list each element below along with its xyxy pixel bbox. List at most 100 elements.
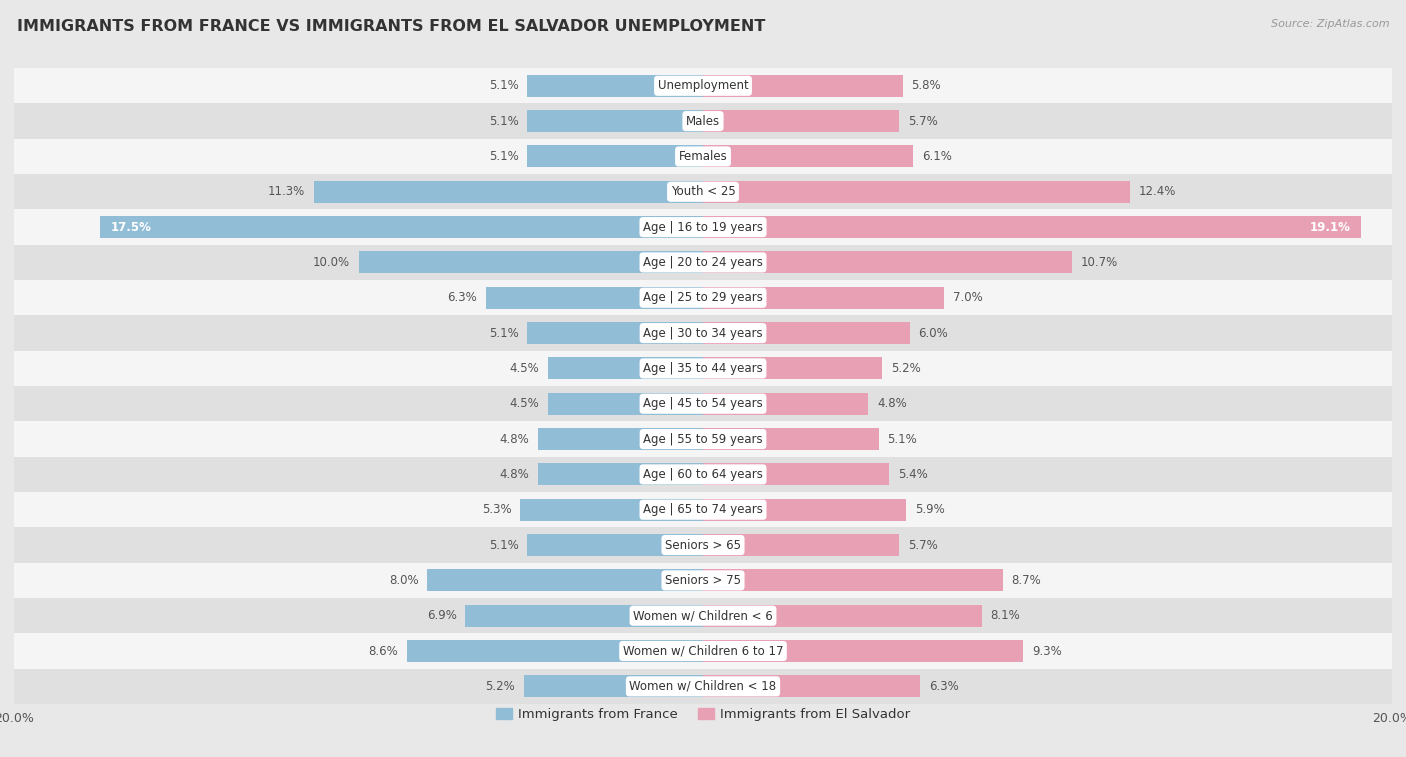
Bar: [427, 569, 703, 591]
Text: Source: ZipAtlas.com: Source: ZipAtlas.com: [1271, 19, 1389, 29]
Text: 6.3%: 6.3%: [447, 291, 478, 304]
Bar: [527, 145, 703, 167]
Bar: [14, 174, 1392, 210]
Text: 5.7%: 5.7%: [908, 538, 938, 552]
Bar: [703, 428, 879, 450]
Text: Age | 16 to 19 years: Age | 16 to 19 years: [643, 220, 763, 234]
Text: 6.1%: 6.1%: [922, 150, 952, 163]
Bar: [14, 634, 1392, 668]
Bar: [703, 463, 889, 485]
Text: 5.3%: 5.3%: [482, 503, 512, 516]
Text: 7.0%: 7.0%: [953, 291, 983, 304]
Text: 4.8%: 4.8%: [877, 397, 907, 410]
Text: 10.0%: 10.0%: [312, 256, 350, 269]
Text: 4.5%: 4.5%: [509, 397, 540, 410]
Text: Age | 35 to 44 years: Age | 35 to 44 years: [643, 362, 763, 375]
Text: Age | 65 to 74 years: Age | 65 to 74 years: [643, 503, 763, 516]
Text: Youth < 25: Youth < 25: [671, 185, 735, 198]
Text: 5.4%: 5.4%: [897, 468, 928, 481]
Bar: [14, 386, 1392, 422]
Bar: [14, 350, 1392, 386]
Text: 4.8%: 4.8%: [499, 468, 529, 481]
Bar: [520, 499, 703, 521]
Bar: [703, 287, 945, 309]
Text: 5.1%: 5.1%: [887, 432, 917, 446]
Bar: [703, 251, 1071, 273]
Bar: [14, 562, 1392, 598]
Text: 17.5%: 17.5%: [111, 220, 152, 234]
Bar: [703, 605, 981, 627]
Text: 10.7%: 10.7%: [1080, 256, 1118, 269]
Bar: [537, 428, 703, 450]
Bar: [465, 605, 703, 627]
Text: 6.3%: 6.3%: [928, 680, 959, 693]
Bar: [703, 534, 900, 556]
Text: Age | 30 to 34 years: Age | 30 to 34 years: [643, 326, 763, 340]
Bar: [527, 534, 703, 556]
Bar: [527, 75, 703, 97]
Text: Age | 55 to 59 years: Age | 55 to 59 years: [643, 432, 763, 446]
Bar: [703, 569, 1002, 591]
Bar: [14, 422, 1392, 456]
Text: Seniors > 65: Seniors > 65: [665, 538, 741, 552]
Bar: [703, 357, 882, 379]
Text: Women w/ Children < 18: Women w/ Children < 18: [630, 680, 776, 693]
Text: 6.0%: 6.0%: [918, 326, 948, 340]
Bar: [524, 675, 703, 697]
Bar: [703, 217, 1361, 238]
Text: Seniors > 75: Seniors > 75: [665, 574, 741, 587]
Bar: [14, 245, 1392, 280]
Bar: [359, 251, 703, 273]
Text: 5.1%: 5.1%: [489, 79, 519, 92]
Text: 4.8%: 4.8%: [499, 432, 529, 446]
Bar: [14, 456, 1392, 492]
Bar: [14, 492, 1392, 528]
Bar: [703, 111, 900, 132]
Bar: [703, 145, 912, 167]
Text: 5.1%: 5.1%: [489, 326, 519, 340]
Text: Age | 60 to 64 years: Age | 60 to 64 years: [643, 468, 763, 481]
Text: 12.4%: 12.4%: [1139, 185, 1177, 198]
Bar: [548, 393, 703, 415]
Bar: [14, 68, 1392, 104]
Text: 5.1%: 5.1%: [489, 150, 519, 163]
Text: 8.1%: 8.1%: [991, 609, 1021, 622]
Text: 6.9%: 6.9%: [427, 609, 457, 622]
Bar: [14, 280, 1392, 316]
Bar: [527, 322, 703, 344]
Text: Age | 20 to 24 years: Age | 20 to 24 years: [643, 256, 763, 269]
Bar: [14, 316, 1392, 350]
Legend: Immigrants from France, Immigrants from El Salvador: Immigrants from France, Immigrants from …: [491, 702, 915, 726]
Bar: [100, 217, 703, 238]
Text: Unemployment: Unemployment: [658, 79, 748, 92]
Bar: [703, 675, 920, 697]
Bar: [14, 104, 1392, 139]
Text: Age | 25 to 29 years: Age | 25 to 29 years: [643, 291, 763, 304]
Text: 11.3%: 11.3%: [269, 185, 305, 198]
Text: Females: Females: [679, 150, 727, 163]
Bar: [14, 668, 1392, 704]
Text: 5.2%: 5.2%: [891, 362, 921, 375]
Bar: [703, 322, 910, 344]
Bar: [527, 111, 703, 132]
Bar: [703, 75, 903, 97]
Text: Males: Males: [686, 114, 720, 128]
Bar: [548, 357, 703, 379]
Text: 5.9%: 5.9%: [915, 503, 945, 516]
Text: 5.2%: 5.2%: [485, 680, 515, 693]
Bar: [703, 393, 869, 415]
Text: 8.6%: 8.6%: [368, 644, 398, 658]
Text: 4.5%: 4.5%: [509, 362, 540, 375]
Text: 19.1%: 19.1%: [1310, 220, 1351, 234]
Bar: [14, 139, 1392, 174]
Text: IMMIGRANTS FROM FRANCE VS IMMIGRANTS FROM EL SALVADOR UNEMPLOYMENT: IMMIGRANTS FROM FRANCE VS IMMIGRANTS FRO…: [17, 19, 765, 34]
Text: 8.0%: 8.0%: [389, 574, 419, 587]
Bar: [703, 181, 1130, 203]
Bar: [14, 598, 1392, 634]
Bar: [486, 287, 703, 309]
Text: 8.7%: 8.7%: [1011, 574, 1040, 587]
Text: 5.1%: 5.1%: [489, 538, 519, 552]
Text: Women w/ Children < 6: Women w/ Children < 6: [633, 609, 773, 622]
Bar: [703, 640, 1024, 662]
Text: 9.3%: 9.3%: [1032, 644, 1062, 658]
